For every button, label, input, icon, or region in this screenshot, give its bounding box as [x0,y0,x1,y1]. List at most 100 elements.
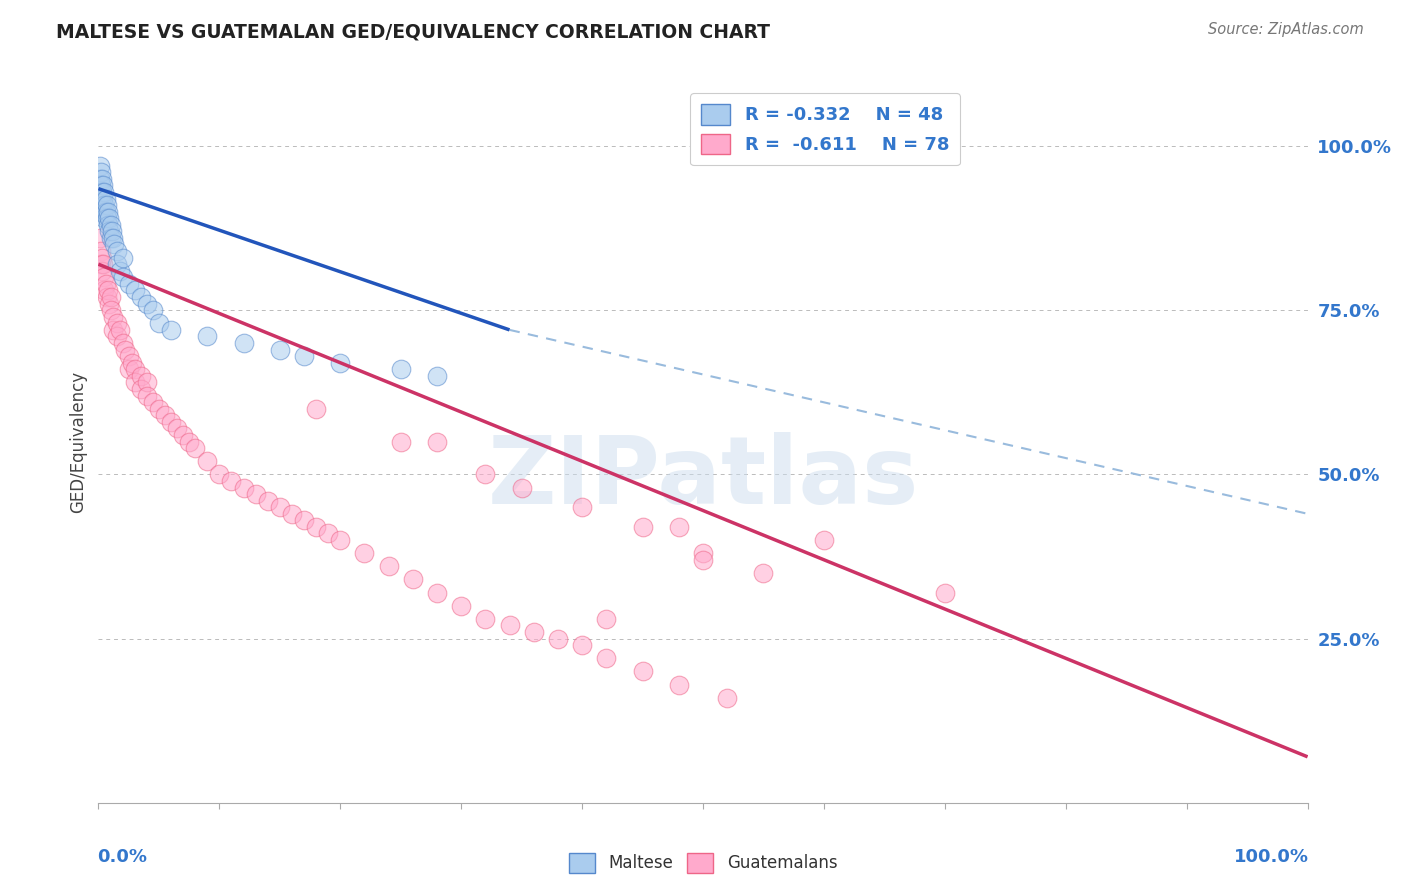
Point [305,520,328,534]
Point [91,171,114,186]
Point [148,401,170,416]
Point [166,421,188,435]
Point [90,178,112,193]
Point [426,368,449,383]
Point [135,296,157,310]
Point [135,376,157,390]
Point [595,651,617,665]
Point [221,474,243,488]
Point [90,165,112,179]
Point [118,349,141,363]
Point [93,270,115,285]
Point [142,395,165,409]
Legend: R = -0.332    N = 48, R =  -0.611    N = 78: R = -0.332 N = 48, R = -0.611 N = 78 [690,93,960,165]
Point [523,625,546,640]
Point [153,409,176,423]
Point [96,290,118,304]
Point [100,231,122,245]
Point [93,284,115,298]
Point [89,171,111,186]
Point [184,441,207,455]
Point [105,244,128,258]
Point [353,546,375,560]
Point [91,257,114,271]
Point [90,192,112,206]
Point [90,257,112,271]
Text: MALTESE VS GUATEMALAN GED/EQUIVALENCY CORRELATION CHART: MALTESE VS GUATEMALAN GED/EQUIVALENCY CO… [56,22,770,41]
Point [90,244,112,258]
Point [752,566,775,580]
Point [292,513,315,527]
Point [118,277,141,291]
Point [402,573,425,587]
Point [89,185,111,199]
Point [389,362,412,376]
Point [91,251,114,265]
Point [100,218,122,232]
Point [510,481,533,495]
Point [90,204,112,219]
Point [269,343,291,357]
Point [232,481,254,495]
Text: 0.0%: 0.0% [97,848,148,866]
Point [135,388,157,402]
Point [91,178,114,193]
Point [103,237,125,252]
Point [179,434,201,449]
Point [101,323,124,337]
Point [105,316,128,330]
Point [934,585,956,599]
Point [160,323,183,337]
Point [195,454,218,468]
Point [101,231,124,245]
Point [245,487,267,501]
Point [89,159,111,173]
Point [96,198,118,212]
Point [668,677,690,691]
Text: ZIPatlas: ZIPatlas [488,432,918,524]
Point [160,415,183,429]
Y-axis label: GED/Equivalency: GED/Equivalency [69,370,87,513]
Point [129,290,152,304]
Point [89,231,111,245]
Point [100,303,122,318]
Point [426,434,449,449]
Point [111,270,134,285]
Point [389,434,412,449]
Point [148,316,170,330]
Point [105,329,128,343]
Point [96,211,118,226]
Point [142,303,165,318]
Point [316,526,339,541]
Point [97,284,120,298]
Point [571,500,593,515]
Point [232,336,254,351]
Point [595,612,617,626]
Point [305,401,328,416]
Point [91,198,114,212]
Point [281,507,304,521]
Point [98,224,121,238]
Point [100,290,122,304]
Point [105,257,128,271]
Point [98,296,121,310]
Point [97,204,120,219]
Point [118,362,141,376]
Point [100,224,122,238]
Point [547,632,569,646]
Point [129,368,152,383]
Point [631,520,654,534]
Point [716,690,738,705]
Point [108,323,131,337]
Point [208,467,231,482]
Point [571,638,593,652]
Point [631,665,654,679]
Point [426,585,449,599]
Point [98,211,121,226]
Point [269,500,291,515]
Point [124,284,146,298]
Point [93,211,115,226]
Point [692,546,714,560]
Point [377,559,399,574]
Point [111,336,134,351]
